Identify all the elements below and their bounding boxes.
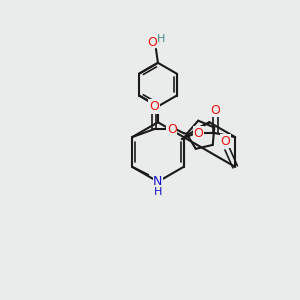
Text: H: H (154, 187, 162, 196)
Text: O: O (167, 123, 177, 136)
Text: O: O (149, 100, 159, 113)
Text: H: H (154, 187, 162, 196)
Text: N: N (153, 175, 163, 188)
Text: H: H (157, 34, 165, 44)
Text: N: N (153, 175, 163, 188)
Text: O: O (210, 104, 220, 117)
Text: O: O (220, 135, 230, 148)
Text: O: O (194, 127, 203, 140)
Text: O: O (147, 35, 157, 49)
